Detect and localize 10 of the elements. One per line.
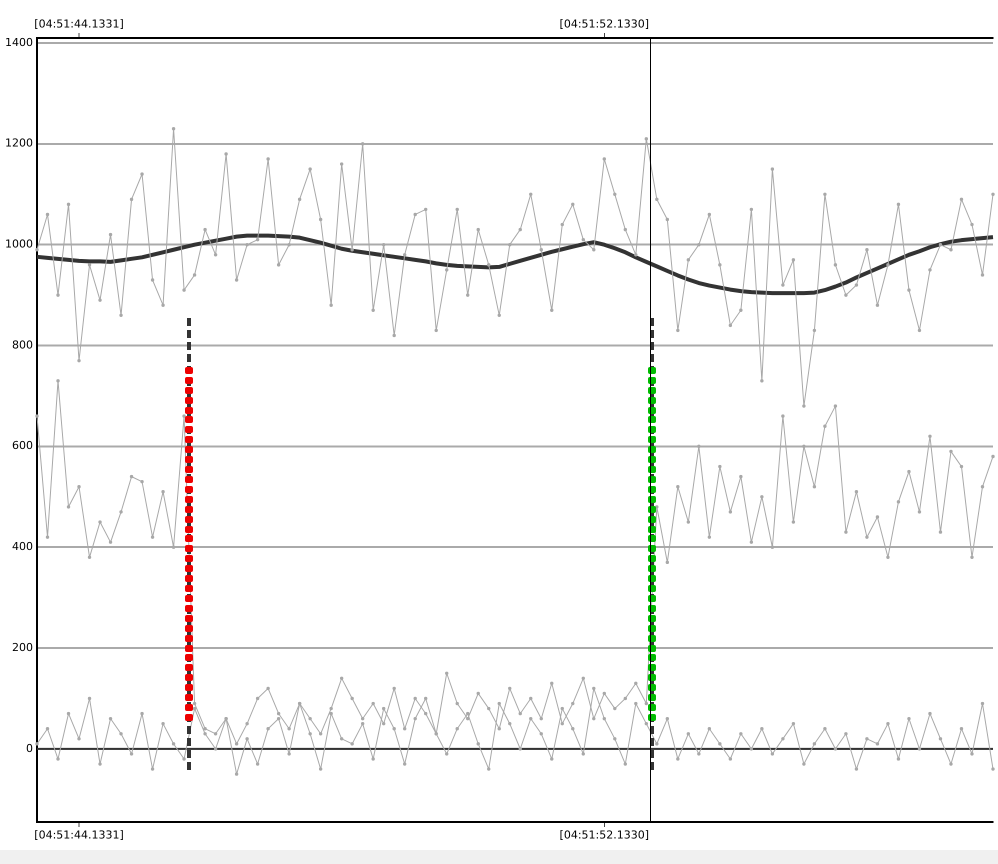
y-tick-label: 400 (12, 540, 33, 554)
y-tick-label: 1000 (5, 238, 33, 251)
category-label: [04:51:52.1330] (560, 17, 650, 30)
category-label: [04:51:44.1331] (34, 17, 124, 30)
y-tick-label: 600 (12, 439, 33, 452)
y-tick-label: 200 (12, 640, 33, 654)
y-tick-label: 0 (26, 742, 33, 755)
y-tick-label: 1400 (5, 36, 33, 49)
y-tick-label: 1200 (5, 136, 33, 150)
y-tick-label: 800 (12, 338, 33, 352)
